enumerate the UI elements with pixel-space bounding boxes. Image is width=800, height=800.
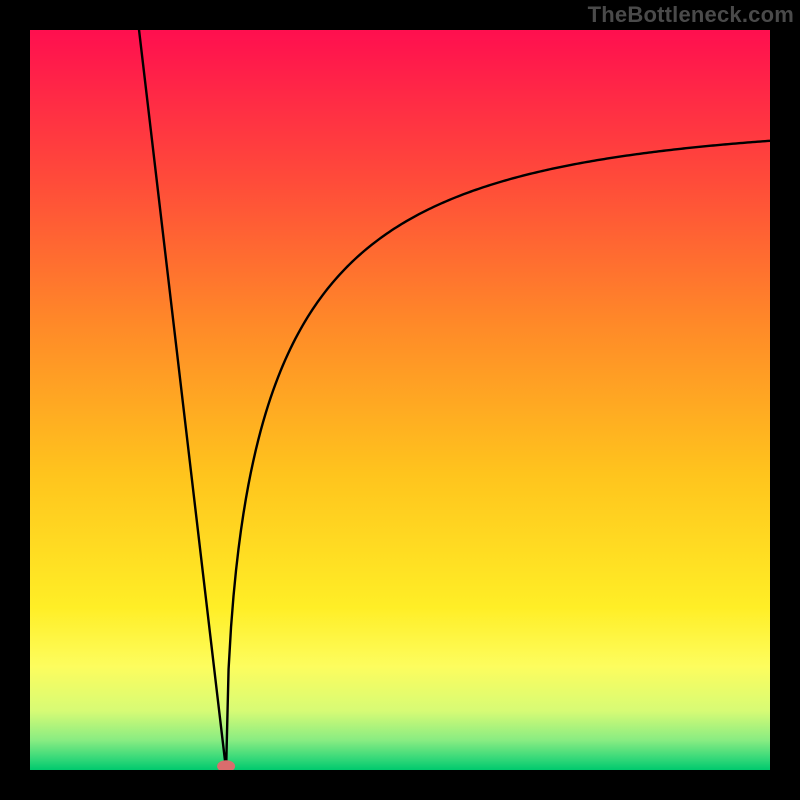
chart-stage: TheBottleneck.com (0, 0, 800, 800)
bottleneck-chart (0, 0, 800, 800)
watermark-text: TheBottleneck.com (588, 2, 794, 27)
plot-background (30, 30, 770, 770)
watermark-link[interactable]: TheBottleneck.com (588, 2, 794, 28)
